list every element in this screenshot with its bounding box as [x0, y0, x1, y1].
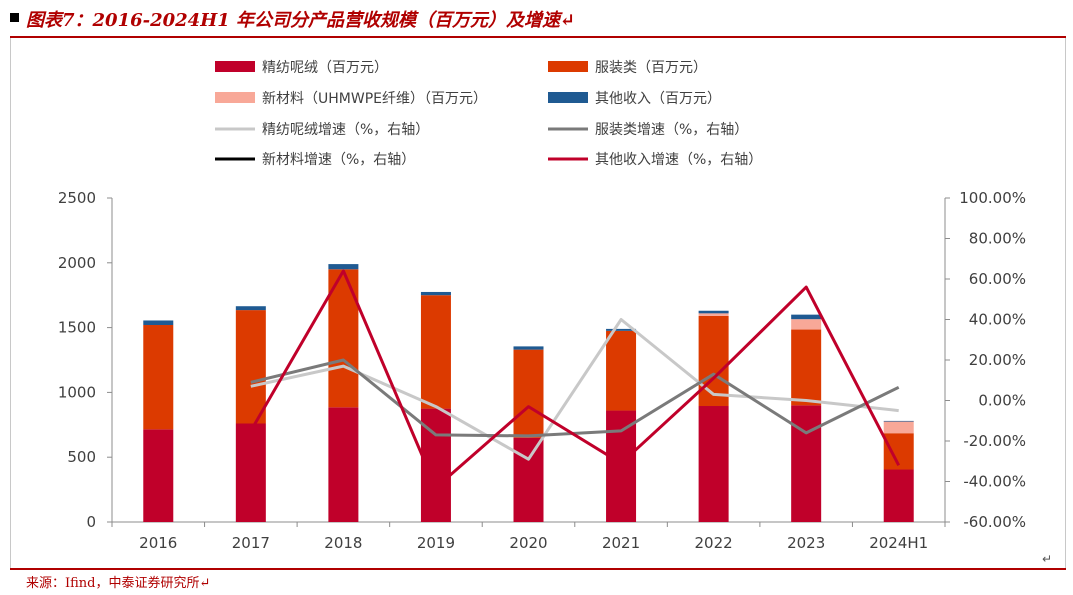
bar-segment-3	[883, 420, 914, 422]
bar-segment-2	[883, 421, 914, 434]
legend-label: 精纺呢绒增速（%，右轴）	[262, 122, 429, 138]
chart: 精纺呢绒（百万元） 服装类（百万元） 新材料（UHMWPE纤维）（百万元） 其他收入（…	[58, 60, 1026, 552]
bar-segment-0	[143, 429, 174, 522]
return-mark-icon: ↵	[1042, 552, 1053, 566]
legend-swatch	[215, 61, 255, 72]
legend-label: 服装类（百万元）	[595, 60, 707, 76]
bar-segment-1	[143, 325, 174, 430]
legend: 精纺呢绒（百万元） 服装类（百万元） 新材料（UHMWPE纤维）（百万元） 其他收入（…	[215, 60, 762, 168]
growth-line-3	[249, 269, 901, 490]
x-tick-label: 2018	[324, 534, 362, 552]
bar-segment-3	[328, 264, 359, 270]
x-tick-label: 2017	[232, 534, 270, 552]
bar-segment-0	[791, 405, 822, 522]
y-tick-label: 2000	[58, 254, 96, 272]
y2-tick-label: 60.00%	[969, 270, 1026, 288]
bar-segment-1	[698, 315, 729, 407]
frame-right-border	[1065, 38, 1066, 568]
y2-tick-label: 100.00%	[959, 189, 1026, 207]
bar-segment-0	[328, 407, 359, 522]
bar-segment-3	[513, 346, 544, 350]
x-tick-label: 2023	[787, 534, 825, 552]
y-tick-label: 2500	[58, 189, 96, 207]
title-rule	[10, 36, 1066, 38]
x-tick-label: 2019	[417, 534, 455, 552]
bar-segment-0	[513, 437, 544, 522]
y2-tick-label: -40.00%	[963, 473, 1026, 491]
y2-tick-label: -20.00%	[963, 432, 1026, 450]
legend-label: 其他收入增速（%，右轴）	[595, 152, 762, 168]
source-note: 来源：Ifind，中泰证券研究所↵	[26, 576, 211, 591]
bar-segment-0	[883, 469, 914, 522]
frame-left-border	[10, 38, 11, 568]
bar-segment-1	[791, 329, 822, 406]
legend-swatch	[215, 92, 255, 103]
y2-tick-label: 20.00%	[969, 351, 1026, 369]
y-tick-label: 0	[86, 513, 96, 531]
legend-label: 新材料（UHMWPE纤维）（百万元）	[262, 91, 487, 107]
legend-label: 新材料增速（%，右轴）	[262, 152, 415, 168]
y2-tick-label: 0.00%	[978, 392, 1026, 410]
bar-segment-3	[698, 310, 729, 314]
bar-segment-0	[235, 423, 266, 522]
line-series	[249, 269, 901, 490]
y-tick-label: 1000	[58, 383, 96, 401]
bottom-rule	[10, 568, 1066, 570]
legend-label: 精纺呢绒（百万元）	[262, 60, 388, 76]
bar-segment-1	[606, 330, 637, 411]
bar-segment-0	[698, 406, 729, 522]
y2-tick-label: 40.00%	[969, 311, 1026, 329]
bar-segment-1	[235, 310, 266, 424]
x-tick-label: 2024H1	[869, 534, 928, 552]
y2-tick-label: 80.00%	[969, 230, 1026, 248]
bar-segment-3	[235, 306, 266, 311]
bar-segment-3	[420, 291, 451, 296]
bar-segment-0	[606, 410, 637, 522]
bar-segment-3	[143, 320, 174, 326]
x-tick-label: 2020	[509, 534, 547, 552]
legend-swatch	[548, 61, 588, 72]
y-tick-label: 500	[67, 448, 96, 466]
x-tick-label: 2021	[602, 534, 640, 552]
figure-title: 图表7：2016-2024H1 年公司分产品营收规模（百万元）及增速↵	[26, 10, 576, 31]
bar-series	[143, 264, 914, 522]
y2-tick-label: -60.00%	[963, 513, 1026, 531]
bar-segment-2	[791, 319, 822, 330]
bar-segment-3	[606, 328, 637, 331]
bar-segment-1	[420, 295, 451, 409]
y-tick-label: 1500	[58, 319, 96, 337]
x-tick-label: 2022	[695, 534, 733, 552]
legend-swatch	[548, 92, 588, 103]
legend-label: 服装类增速（%，右轴）	[595, 122, 748, 138]
axis-labels: 0 500 1000 1500 2000 2500 -60.00% -40.00% -20.00…	[58, 189, 1026, 552]
bar-segment-2	[698, 313, 729, 316]
legend-label: 其他收入（百万元）	[595, 91, 721, 107]
x-tick-label: 2016	[139, 534, 177, 552]
title-bar: 图表7：2016-2024H1 年公司分产品营收规模（百万元）及增速↵	[0, 0, 1073, 38]
bar-segment-1	[513, 349, 544, 438]
bar-segment-3	[791, 314, 822, 320]
title-bullet-icon	[10, 13, 19, 22]
